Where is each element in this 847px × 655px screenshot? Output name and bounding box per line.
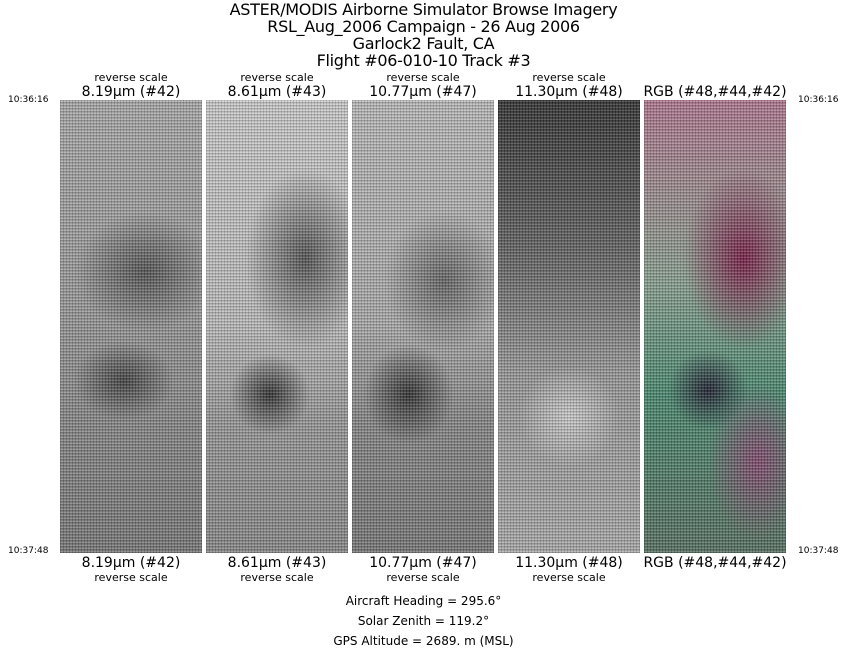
panel-5-band-top: RGB (#48,#44,#42) — [643, 84, 787, 100]
panel-1-scale-bottom: reverse scale — [94, 571, 168, 584]
panel-2-band-bottom: 8.61µm (#43) — [227, 555, 327, 571]
title-line-1: ASTER/MODIS Airborne Simulator Browse Im… — [229, 0, 618, 19]
image-band-43 — [206, 100, 348, 553]
start-time-left: 10:36:16 — [8, 95, 49, 105]
end-time-right: 10:37:48 — [798, 546, 839, 556]
panel-2-scale-bottom: reverse scale — [240, 571, 314, 584]
gps-altitude: GPS Altitude = 2689. m (MSL) — [333, 634, 514, 648]
panel-4-scale-top: reverse scale — [532, 71, 606, 84]
image-band-48 — [498, 100, 640, 553]
image-band-42 — [60, 100, 202, 553]
panel-1-band-top: 8.19µm (#42) — [81, 84, 181, 100]
panel-3-scale-bottom: reverse scale — [386, 571, 460, 584]
panel-2-band-top: 8.61µm (#43) — [227, 84, 327, 100]
title-line-2: RSL_Aug_2006 Campaign - 26 Aug 2006 — [267, 17, 580, 36]
panel-1-band-bottom: 8.19µm (#42) — [81, 555, 181, 571]
start-time-right: 10:36:16 — [798, 95, 839, 105]
panel-5-band-bottom: RGB (#48,#44,#42) — [643, 555, 787, 571]
image-rgb-composite — [644, 100, 786, 553]
image-band-47 — [352, 100, 494, 553]
panel-3-band-bottom: 10.77µm (#47) — [369, 555, 477, 571]
title-line-4: Flight #06-010-10 Track #3 — [316, 51, 531, 70]
panel-4-band-top: 11.30µm (#48) — [515, 84, 623, 100]
title-line-3: Garlock2 Fault, CA — [352, 34, 495, 53]
aircraft-heading: Aircraft Heading = 295.6° — [345, 594, 502, 608]
solar-zenith: Solar Zenith = 119.2° — [357, 614, 490, 628]
panel-3-scale-top: reverse scale — [386, 71, 460, 84]
end-time-left: 10:37:48 — [8, 546, 49, 556]
panel-4-band-bottom: 11.30µm (#48) — [515, 555, 623, 571]
panel-2-scale-top: reverse scale — [240, 71, 314, 84]
panel-1-scale-top: reverse scale — [94, 71, 168, 84]
panel-4-scale-bottom: reverse scale — [532, 571, 606, 584]
panel-3-band-top: 10.77µm (#47) — [369, 84, 477, 100]
